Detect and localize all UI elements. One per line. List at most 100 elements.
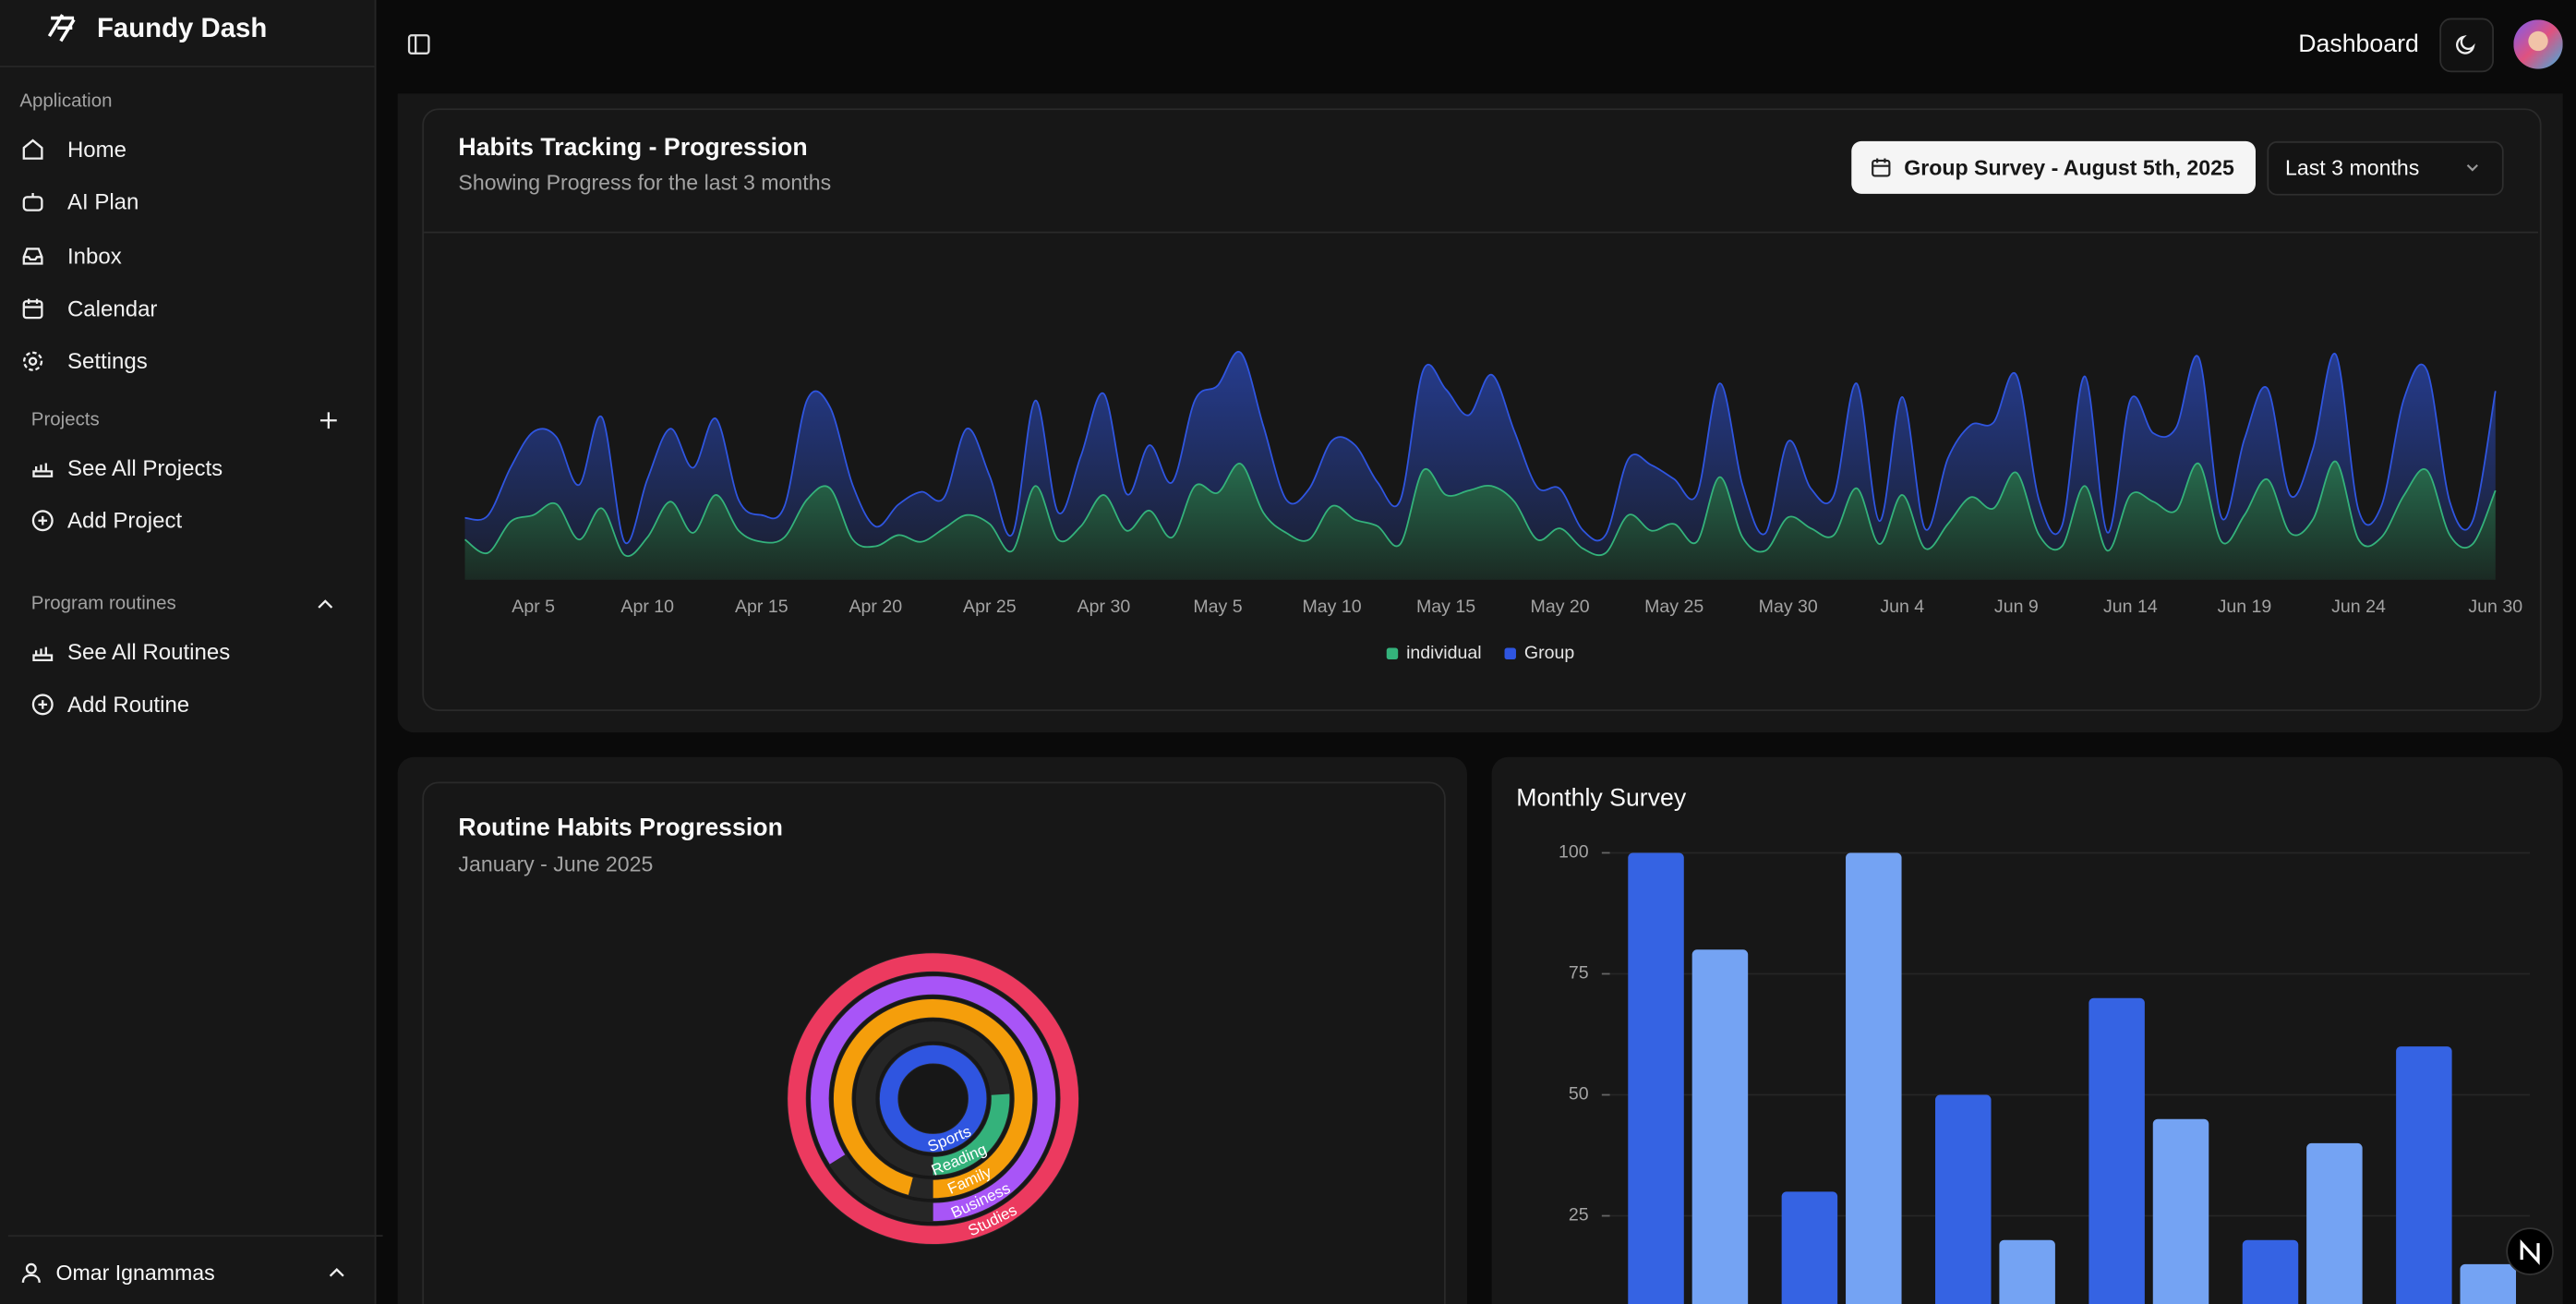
x-tick-label: Apr 15 (735, 597, 788, 617)
legend-label: individual (1406, 643, 1482, 663)
select-value: Last 3 months (2285, 155, 2420, 180)
chevron (2466, 163, 2478, 172)
calendar-icon (1872, 158, 1891, 177)
brand: Faundy Dash (96, 14, 268, 44)
chart-card (422, 108, 2542, 712)
collapse-button[interactable] (316, 595, 335, 614)
dev-indicator[interactable] (2505, 1226, 2554, 1275)
line (464, 460, 2497, 558)
x-tick-label: Jun 4 (1880, 597, 1924, 617)
bar (2088, 997, 2145, 1304)
user-menu[interactable] (327, 1263, 346, 1283)
home-icon (22, 139, 43, 160)
divider (424, 231, 2539, 234)
nav-item[interactable]: Home (66, 137, 127, 163)
bot-icon (22, 192, 43, 211)
chart-card (422, 781, 1446, 1304)
y-tick-label: 50 (1569, 1084, 1589, 1105)
divider (7, 1235, 383, 1238)
button-date: August 5th, 2025 (2063, 155, 2234, 180)
nav-item[interactable]: Calendar (66, 296, 158, 321)
x-tick-label: Jun 19 (2218, 597, 2272, 617)
chart-title: Routine Habits Progression (458, 814, 783, 842)
sidebar: Faundy Dash Application Home AI Plan Inb… (0, 0, 383, 1304)
inbox-icon (22, 248, 43, 265)
list-icon (32, 463, 54, 477)
nav-item[interactable]: See All Routines (66, 639, 231, 665)
list-icon (32, 646, 54, 662)
moon-icon (2456, 34, 2475, 54)
bar (1999, 1239, 2055, 1304)
ring-arc (879, 1044, 987, 1153)
chart-title: Monthly Survey (1516, 784, 1687, 813)
area (464, 461, 2496, 580)
y-tick-label: 25 (1569, 1205, 1589, 1226)
x-tick-label: May 30 (1759, 597, 1818, 617)
x-tick-label: Jun 9 (1994, 597, 2039, 617)
date-button[interactable] (1851, 140, 2256, 194)
logo (47, 14, 76, 42)
x-tick-label: May 25 (1644, 597, 1703, 617)
settings-icon (22, 351, 43, 371)
nav-item[interactable]: Inbox (66, 244, 122, 269)
bar (1846, 852, 1902, 1304)
bar (1935, 1094, 1992, 1304)
y-tick-label: 75 (1569, 963, 1589, 984)
nav-item[interactable]: See All Projects (66, 455, 223, 481)
plus-circle-icon (31, 694, 54, 716)
bar (2306, 1142, 2363, 1304)
x-tick-label: Apr 20 (849, 597, 903, 617)
nav-item[interactable]: Settings (66, 348, 148, 374)
x-tick-label: Jun 30 (2468, 597, 2522, 617)
bar (2242, 1239, 2299, 1304)
x-tick-label: Apr 30 (1077, 597, 1131, 617)
x-tick-label: May 10 (1302, 597, 1361, 617)
page-title: Dashboard (2298, 30, 2419, 59)
x-tick-label: May 20 (1531, 597, 1590, 617)
legend-swatch (1504, 647, 1516, 659)
bar (2152, 1118, 2209, 1304)
ring-arc (811, 976, 1056, 1222)
legend-swatch (1386, 647, 1399, 659)
divider (0, 66, 375, 67)
sidebar-toggle[interactable] (407, 33, 430, 56)
x-tick-label: Jun 24 (2331, 597, 2386, 617)
bar (1628, 852, 1684, 1304)
y-tick-label: 100 (1559, 842, 1589, 863)
nav-item[interactable]: Add Routine (66, 692, 190, 718)
legend-label: Group (1524, 643, 1574, 663)
group-label: Application (19, 91, 113, 112)
x-tick-label: Apr 10 (620, 597, 674, 617)
line (464, 351, 2497, 545)
ring-arc (933, 1093, 1010, 1176)
range-select[interactable] (2267, 140, 2504, 196)
user-icon (21, 1262, 41, 1283)
x-tick-label: Apr 5 (512, 597, 555, 617)
bar (1691, 949, 1749, 1304)
bar (2396, 1046, 2452, 1304)
section-label: Projects (30, 410, 100, 430)
nav-item[interactable]: AI Plan (66, 189, 139, 215)
section-label: Program routines (30, 594, 176, 615)
chart-subtitle: January - June 2025 (458, 851, 654, 876)
x-tick-label: May 15 (1416, 597, 1475, 617)
area (464, 351, 2496, 557)
x-tick-label: Jun 14 (2103, 597, 2158, 617)
avatar[interactable] (2513, 19, 2563, 69)
theme-toggle[interactable] (2439, 18, 2494, 73)
chart-subtitle: Showing Progress for the last 3 months (458, 170, 832, 195)
bar (1781, 1191, 1838, 1304)
ring-arc (834, 999, 1033, 1199)
calendar-icon (22, 298, 43, 320)
nav-item[interactable]: Add Project (66, 508, 183, 534)
chart-title: Habits Tracking - Progression (458, 133, 808, 163)
x-tick-label: Apr 25 (963, 597, 1017, 617)
bar (2460, 1263, 2516, 1304)
x-tick-label: May 5 (1193, 597, 1242, 617)
ring-arc (788, 953, 1079, 1245)
plus-circle-icon (31, 510, 54, 532)
add-button[interactable] (319, 411, 338, 430)
user-name[interactable]: Omar Ignammas (55, 1260, 215, 1286)
